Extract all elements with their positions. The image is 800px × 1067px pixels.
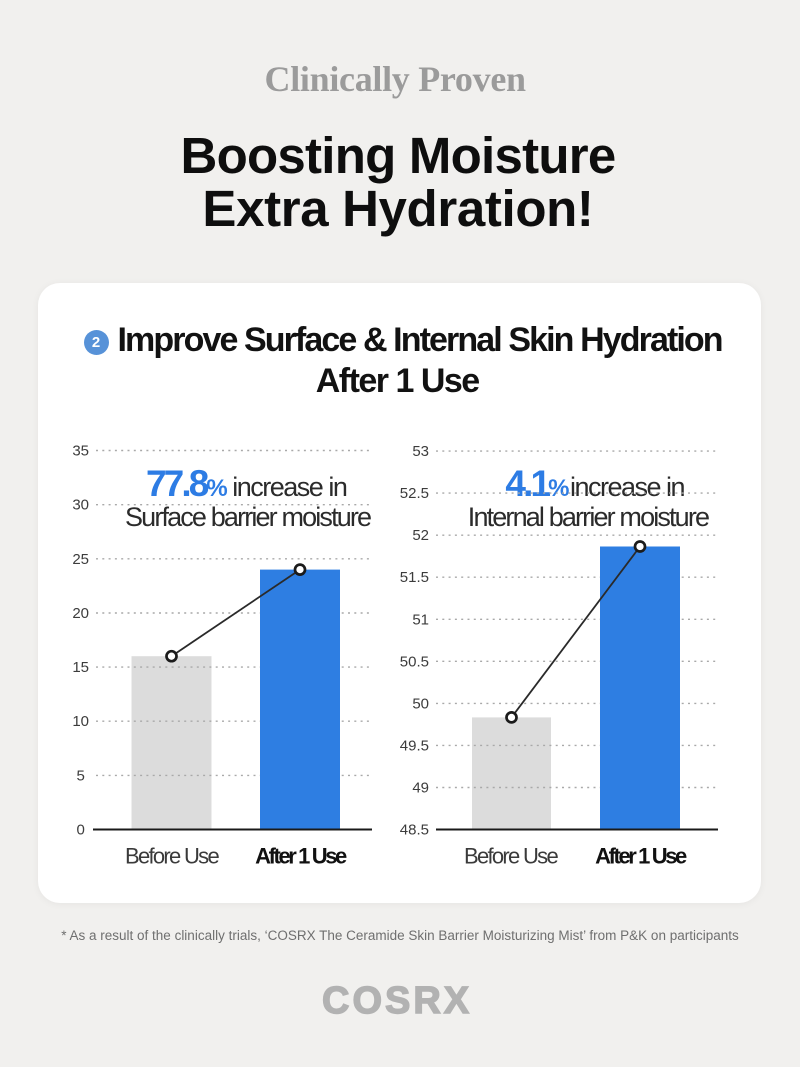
svg-text:20: 20: [72, 605, 89, 622]
svg-text:After 1 Use: After 1 Use: [255, 844, 347, 869]
svg-text:48.5: 48.5: [400, 822, 429, 839]
svg-text:25: 25: [72, 551, 89, 568]
svg-text:35: 35: [72, 443, 89, 460]
svg-text:30: 30: [72, 497, 89, 514]
svg-text:5: 5: [77, 767, 85, 784]
svg-text:51: 51: [412, 611, 429, 628]
svg-text:49.5: 49.5: [400, 737, 429, 754]
svg-text:52.5: 52.5: [400, 485, 429, 502]
svg-text:53: 53: [412, 443, 429, 460]
svg-text:After 1 Use: After 1 Use: [595, 844, 687, 869]
svg-text:0: 0: [77, 822, 85, 839]
svg-text:Before Use: Before Use: [464, 844, 559, 869]
svg-text:Before Use: Before Use: [125, 844, 220, 869]
svg-text:50: 50: [412, 695, 429, 712]
svg-text:51.5: 51.5: [400, 569, 429, 586]
svg-text:49: 49: [412, 780, 429, 797]
svg-text:50.5: 50.5: [400, 653, 429, 670]
svg-text:10: 10: [72, 713, 89, 730]
svg-text:52: 52: [412, 527, 429, 544]
svg-text:15: 15: [72, 659, 89, 676]
